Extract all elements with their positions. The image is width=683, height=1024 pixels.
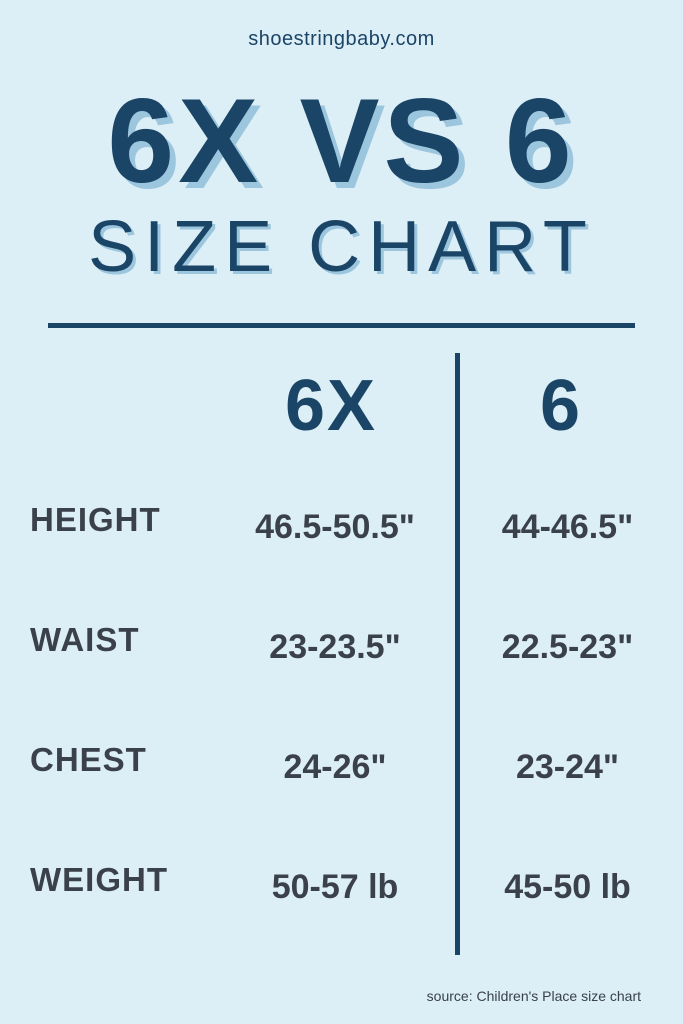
row-label-height: HEIGHT (30, 501, 161, 539)
cell-chest-6x: 24-26" (220, 748, 450, 787)
cell-weight-6: 45-50 lb (475, 868, 660, 907)
row-label-chest: CHEST (30, 741, 147, 779)
divider-horizontal (48, 323, 635, 328)
page-title-sub: SIZE CHART (0, 211, 683, 283)
cell-height-6x: 46.5-50.5" (220, 508, 450, 547)
page-title-main: 6X VS 6 (0, 81, 683, 201)
column-header-6x: 6X (285, 365, 377, 447)
row-label-weight: WEIGHT (30, 861, 168, 899)
size-chart-table: 6X 6 HEIGHT 46.5-50.5" 44-46.5" WAIST 23… (30, 353, 653, 973)
source-attribution: source: Children's Place size chart (427, 988, 641, 1004)
cell-weight-6x: 50-57 lb (220, 868, 450, 907)
cell-height-6: 44-46.5" (475, 508, 660, 547)
column-header-6: 6 (540, 365, 582, 447)
cell-chest-6: 23-24" (475, 748, 660, 787)
website-url: shoestringbaby.com (0, 0, 683, 51)
divider-vertical (455, 353, 460, 955)
cell-waist-6: 22.5-23" (475, 628, 660, 667)
row-label-waist: WAIST (30, 621, 140, 659)
cell-waist-6x: 23-23.5" (220, 628, 450, 667)
